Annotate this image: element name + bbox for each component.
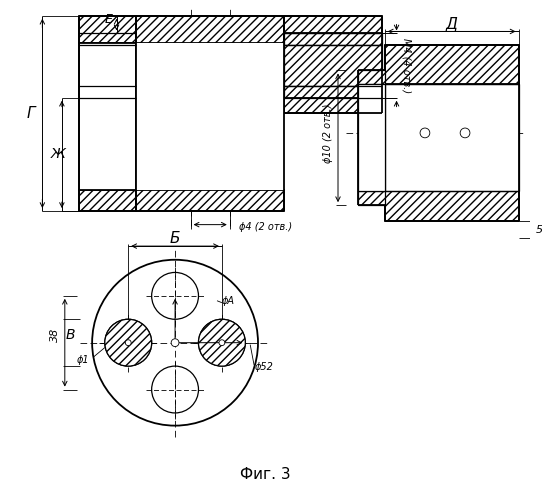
Bar <box>285 16 382 34</box>
Bar <box>80 16 136 43</box>
Text: ϕ1: ϕ1 <box>77 356 89 366</box>
Bar <box>358 192 385 205</box>
Text: В: В <box>66 328 75 342</box>
Circle shape <box>105 320 152 366</box>
Text: ϕА: ϕА <box>222 296 235 306</box>
Bar <box>80 43 136 190</box>
Bar <box>285 98 382 114</box>
Circle shape <box>105 320 152 366</box>
Text: ϕ52: ϕ52 <box>255 362 274 372</box>
Text: ϕ10 (2 отв.): ϕ10 (2 отв.) <box>323 103 333 162</box>
Bar <box>385 45 519 84</box>
Bar <box>80 190 136 211</box>
Text: Д: Д <box>446 16 457 31</box>
Circle shape <box>219 340 225 345</box>
Bar <box>285 86 382 98</box>
Text: 5: 5 <box>536 224 542 234</box>
Text: Б: Б <box>170 231 180 246</box>
Bar <box>136 43 285 190</box>
Text: 38: 38 <box>50 328 60 342</box>
Bar <box>358 70 385 84</box>
Text: Фиг. 3: Фиг. 3 <box>240 467 290 482</box>
Circle shape <box>198 320 246 366</box>
Bar <box>385 192 519 220</box>
Bar <box>358 84 385 192</box>
Circle shape <box>198 320 246 366</box>
Text: Ж: Ж <box>50 148 66 162</box>
Text: ϕ4 (2 отв.): ϕ4 (2 отв.) <box>240 222 293 232</box>
Circle shape <box>171 339 179 346</box>
Text: Г: Г <box>27 106 35 121</box>
Bar <box>136 190 285 211</box>
Bar <box>385 84 519 192</box>
Text: Е: Е <box>105 13 113 26</box>
Circle shape <box>125 340 131 345</box>
Bar <box>285 34 382 45</box>
Bar <box>285 45 382 86</box>
Text: М4 (4 отв.): М4 (4 отв.) <box>402 38 411 93</box>
Bar <box>136 16 285 43</box>
